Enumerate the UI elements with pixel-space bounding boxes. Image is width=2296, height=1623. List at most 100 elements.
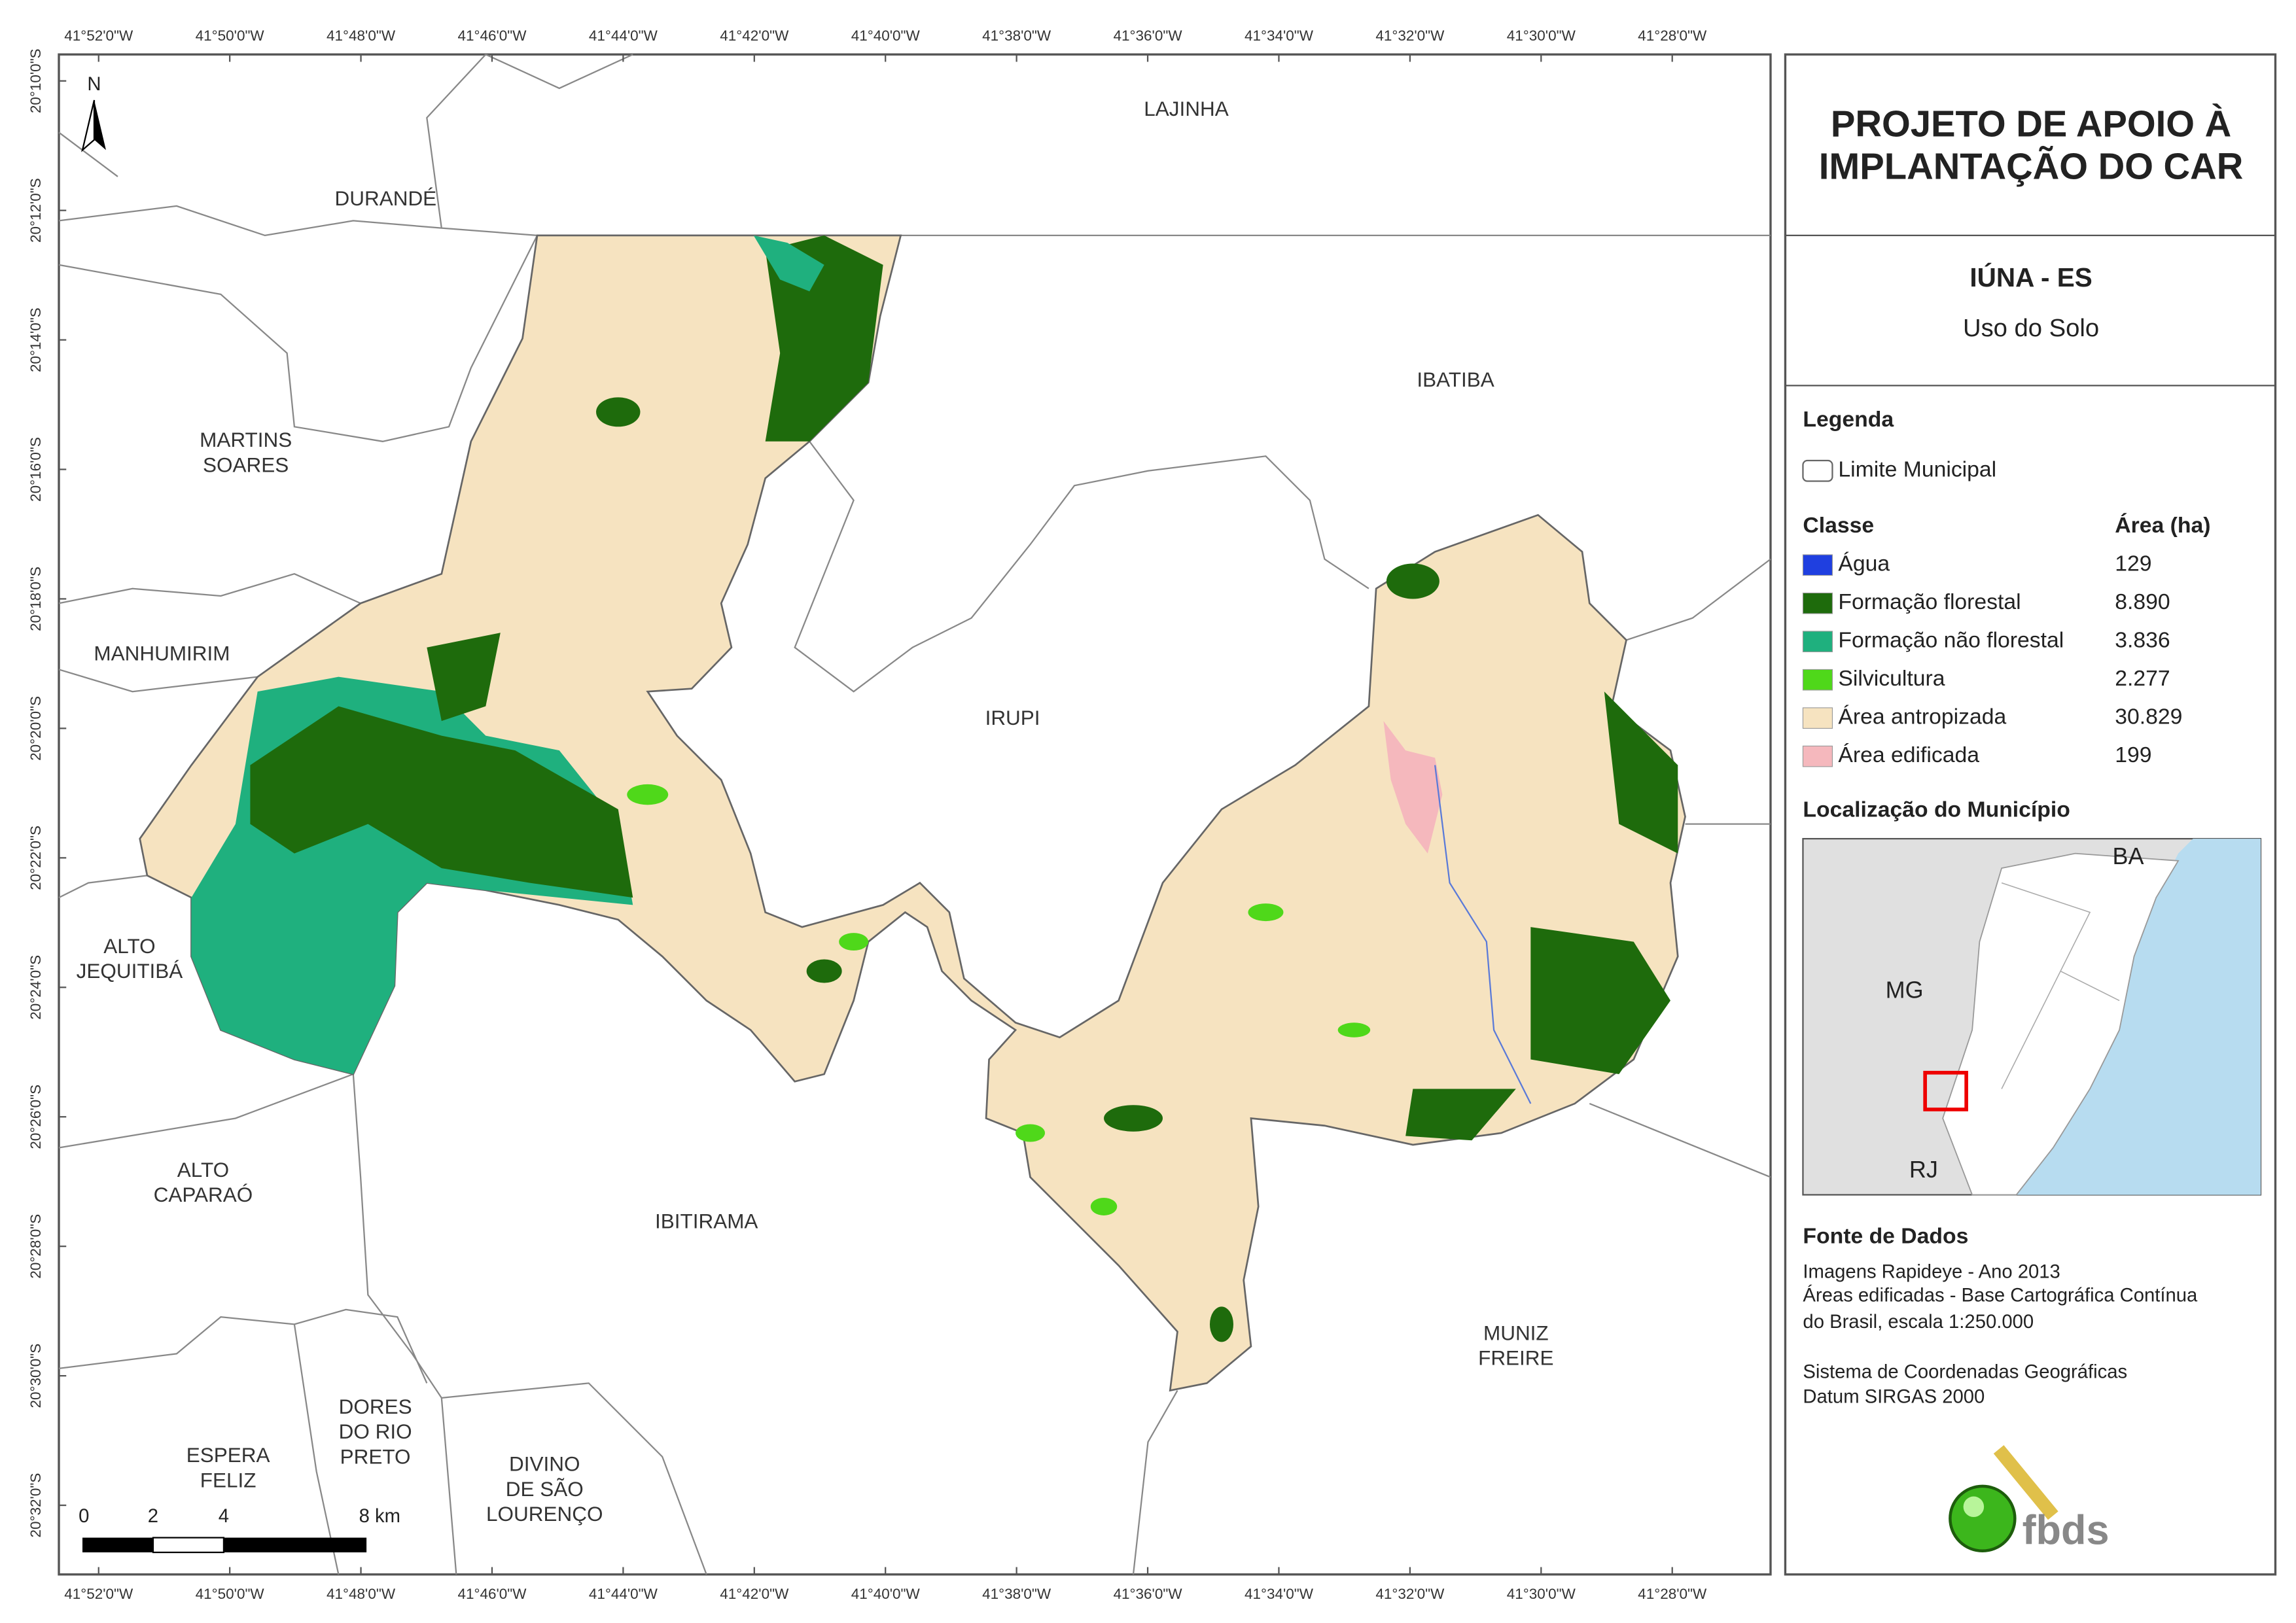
inset-label: BA <box>2113 843 2144 869</box>
source-line: Áreas edificadas - Base Cartográfica Con… <box>1803 1284 2198 1306</box>
river <box>1434 765 1532 1104</box>
class-swatch <box>1802 631 1833 653</box>
ocean <box>2016 839 2261 1195</box>
inset-label: RJ <box>1909 1156 1938 1183</box>
lon-tick-label: 41°28'0"W <box>1638 27 1707 44</box>
boundary-label: Limite Municipal <box>1838 457 1996 482</box>
lat-tick-label: 20°16'0"S <box>27 437 44 502</box>
boundary <box>1132 558 1771 1575</box>
boundary <box>58 54 633 177</box>
lon-tick-label: 41°44'0"W <box>589 27 658 44</box>
class-name: Área antropizada <box>1838 705 2006 729</box>
lat-tick-label: 20°20'0"S <box>27 696 44 761</box>
forest-patch <box>427 633 501 722</box>
class-swatch <box>1802 745 1833 767</box>
silviculture-patch <box>839 933 869 951</box>
source-line: Datum SIRGAS 2000 <box>1803 1387 1985 1408</box>
lat-tick-label: 20°18'0"S <box>27 567 44 631</box>
class-name: Formação não florestal <box>1838 628 2064 653</box>
lat-tick-label: 20°32'0"S <box>27 1473 44 1538</box>
forest-patch <box>1604 691 1678 854</box>
lat-tick-label: 20°24'0"S <box>27 955 44 1020</box>
inset-boundaries <box>2001 882 2120 1089</box>
municipality-label: CAPARAÓ <box>154 1183 253 1206</box>
lon-tick-label: 41°32'0"W <box>1375 27 1445 44</box>
boundary <box>58 54 538 237</box>
subtitle: Uso do Solo <box>1963 314 2099 342</box>
lon-tick-label: 41°34'0"W <box>1245 27 1314 44</box>
lon-tick-label: 41°38'0"W <box>982 27 1051 44</box>
logo-highlight <box>1963 1496 1985 1518</box>
lon-tick-label: 41°34'0"W <box>1245 1586 1314 1602</box>
municipality-label: FREIRE <box>1478 1346 1553 1370</box>
municipality-label: ALTO <box>103 934 155 958</box>
lon-tick-label: 41°42'0"W <box>720 27 789 44</box>
class-name: Área edificada <box>1838 742 1979 767</box>
silviculture-patch <box>627 784 669 805</box>
municipality-label: DIVINO <box>509 1452 580 1476</box>
municipality-label: IRUPI <box>985 706 1040 729</box>
lat-tick-label: 20°22'0"S <box>27 826 44 890</box>
boundary <box>58 875 457 1575</box>
lon-tick-label: 41°46'0"W <box>457 1586 527 1602</box>
lon-tick-label: 41°42'0"W <box>720 1586 789 1602</box>
lon-tick-label: 41°48'0"W <box>327 27 396 44</box>
class-swatch <box>1802 592 1833 614</box>
class-header: Classe <box>1803 513 1874 538</box>
forest-patch <box>250 706 633 898</box>
class-name: Formação florestal <box>1838 589 2021 614</box>
forest-patch <box>1386 563 1439 599</box>
municipality-label: PRETO <box>340 1444 411 1468</box>
forest-patch <box>1530 927 1671 1075</box>
municipality-label: MUNIZ <box>1483 1321 1549 1344</box>
lat-tick-label: 20°30'0"S <box>27 1344 44 1408</box>
municipality-label: IBATIBA <box>1417 368 1494 391</box>
non-forest-patch <box>753 235 824 292</box>
class-swatch <box>1802 554 1833 576</box>
forest-patch <box>765 235 883 442</box>
logo-bar <box>1993 1445 2058 1520</box>
lon-tick-label: 41°40'0"W <box>851 1586 921 1602</box>
class-area: 30.829 <box>2115 705 2182 729</box>
forest-patch <box>596 397 641 427</box>
title: IMPLANTAÇÃO DO CAR <box>1819 146 2244 187</box>
forest-patch <box>806 959 842 983</box>
inset-label: MG <box>1886 977 1924 1003</box>
state-es <box>1942 852 2180 1196</box>
boundary-swatch <box>1802 459 1833 482</box>
scale-label: 4 <box>219 1506 229 1527</box>
municipality-label: ESPERA <box>186 1443 270 1467</box>
sources-heading: Fonte de Dados <box>1803 1224 1968 1249</box>
lon-tick-label: 41°52'0"W <box>64 27 133 44</box>
class-swatch <box>1802 707 1833 729</box>
logo-circle <box>1949 1484 2017 1553</box>
silviculture-patch <box>1090 1197 1118 1215</box>
silviculture-patch <box>1248 903 1284 922</box>
title: PROJETO DE APOIO À <box>1831 103 2231 144</box>
municipality-label: SOARES <box>203 453 289 476</box>
municipality-label: LAJINHA <box>1144 97 1228 120</box>
lon-tick-label: 41°30'0"W <box>1507 27 1576 44</box>
scale-label: 2 <box>148 1506 158 1527</box>
lat-tick-label: 20°14'0"S <box>27 307 44 372</box>
municipality-label: MARTINS <box>200 428 292 451</box>
logo-text: fbds <box>2022 1507 2110 1553</box>
boundary <box>58 235 539 442</box>
class-area: 2.277 <box>2115 666 2170 691</box>
municipality-label: ALTO <box>177 1158 229 1181</box>
lon-tick-label: 41°40'0"W <box>851 27 921 44</box>
legend-heading: Legenda <box>1803 407 1894 432</box>
lon-tick-label: 41°36'0"W <box>1114 1586 1183 1602</box>
panel-border <box>1784 53 2277 1576</box>
lon-tick-label: 41°30'0"W <box>1507 1586 1576 1602</box>
forest-patches <box>250 235 1678 1342</box>
municipality-label: JEQUITIBÁ <box>77 959 183 983</box>
silviculture-patch <box>1337 1022 1371 1038</box>
north-label: N <box>87 74 101 95</box>
forest-patch <box>1209 1306 1233 1342</box>
lon-tick-label: 41°50'0"W <box>196 1586 265 1602</box>
scale-label: 8 km <box>359 1506 400 1527</box>
lon-tick-label: 41°28'0"W <box>1638 1586 1707 1602</box>
boundary <box>794 441 1369 693</box>
municipality-label: DO RIO <box>339 1420 412 1443</box>
